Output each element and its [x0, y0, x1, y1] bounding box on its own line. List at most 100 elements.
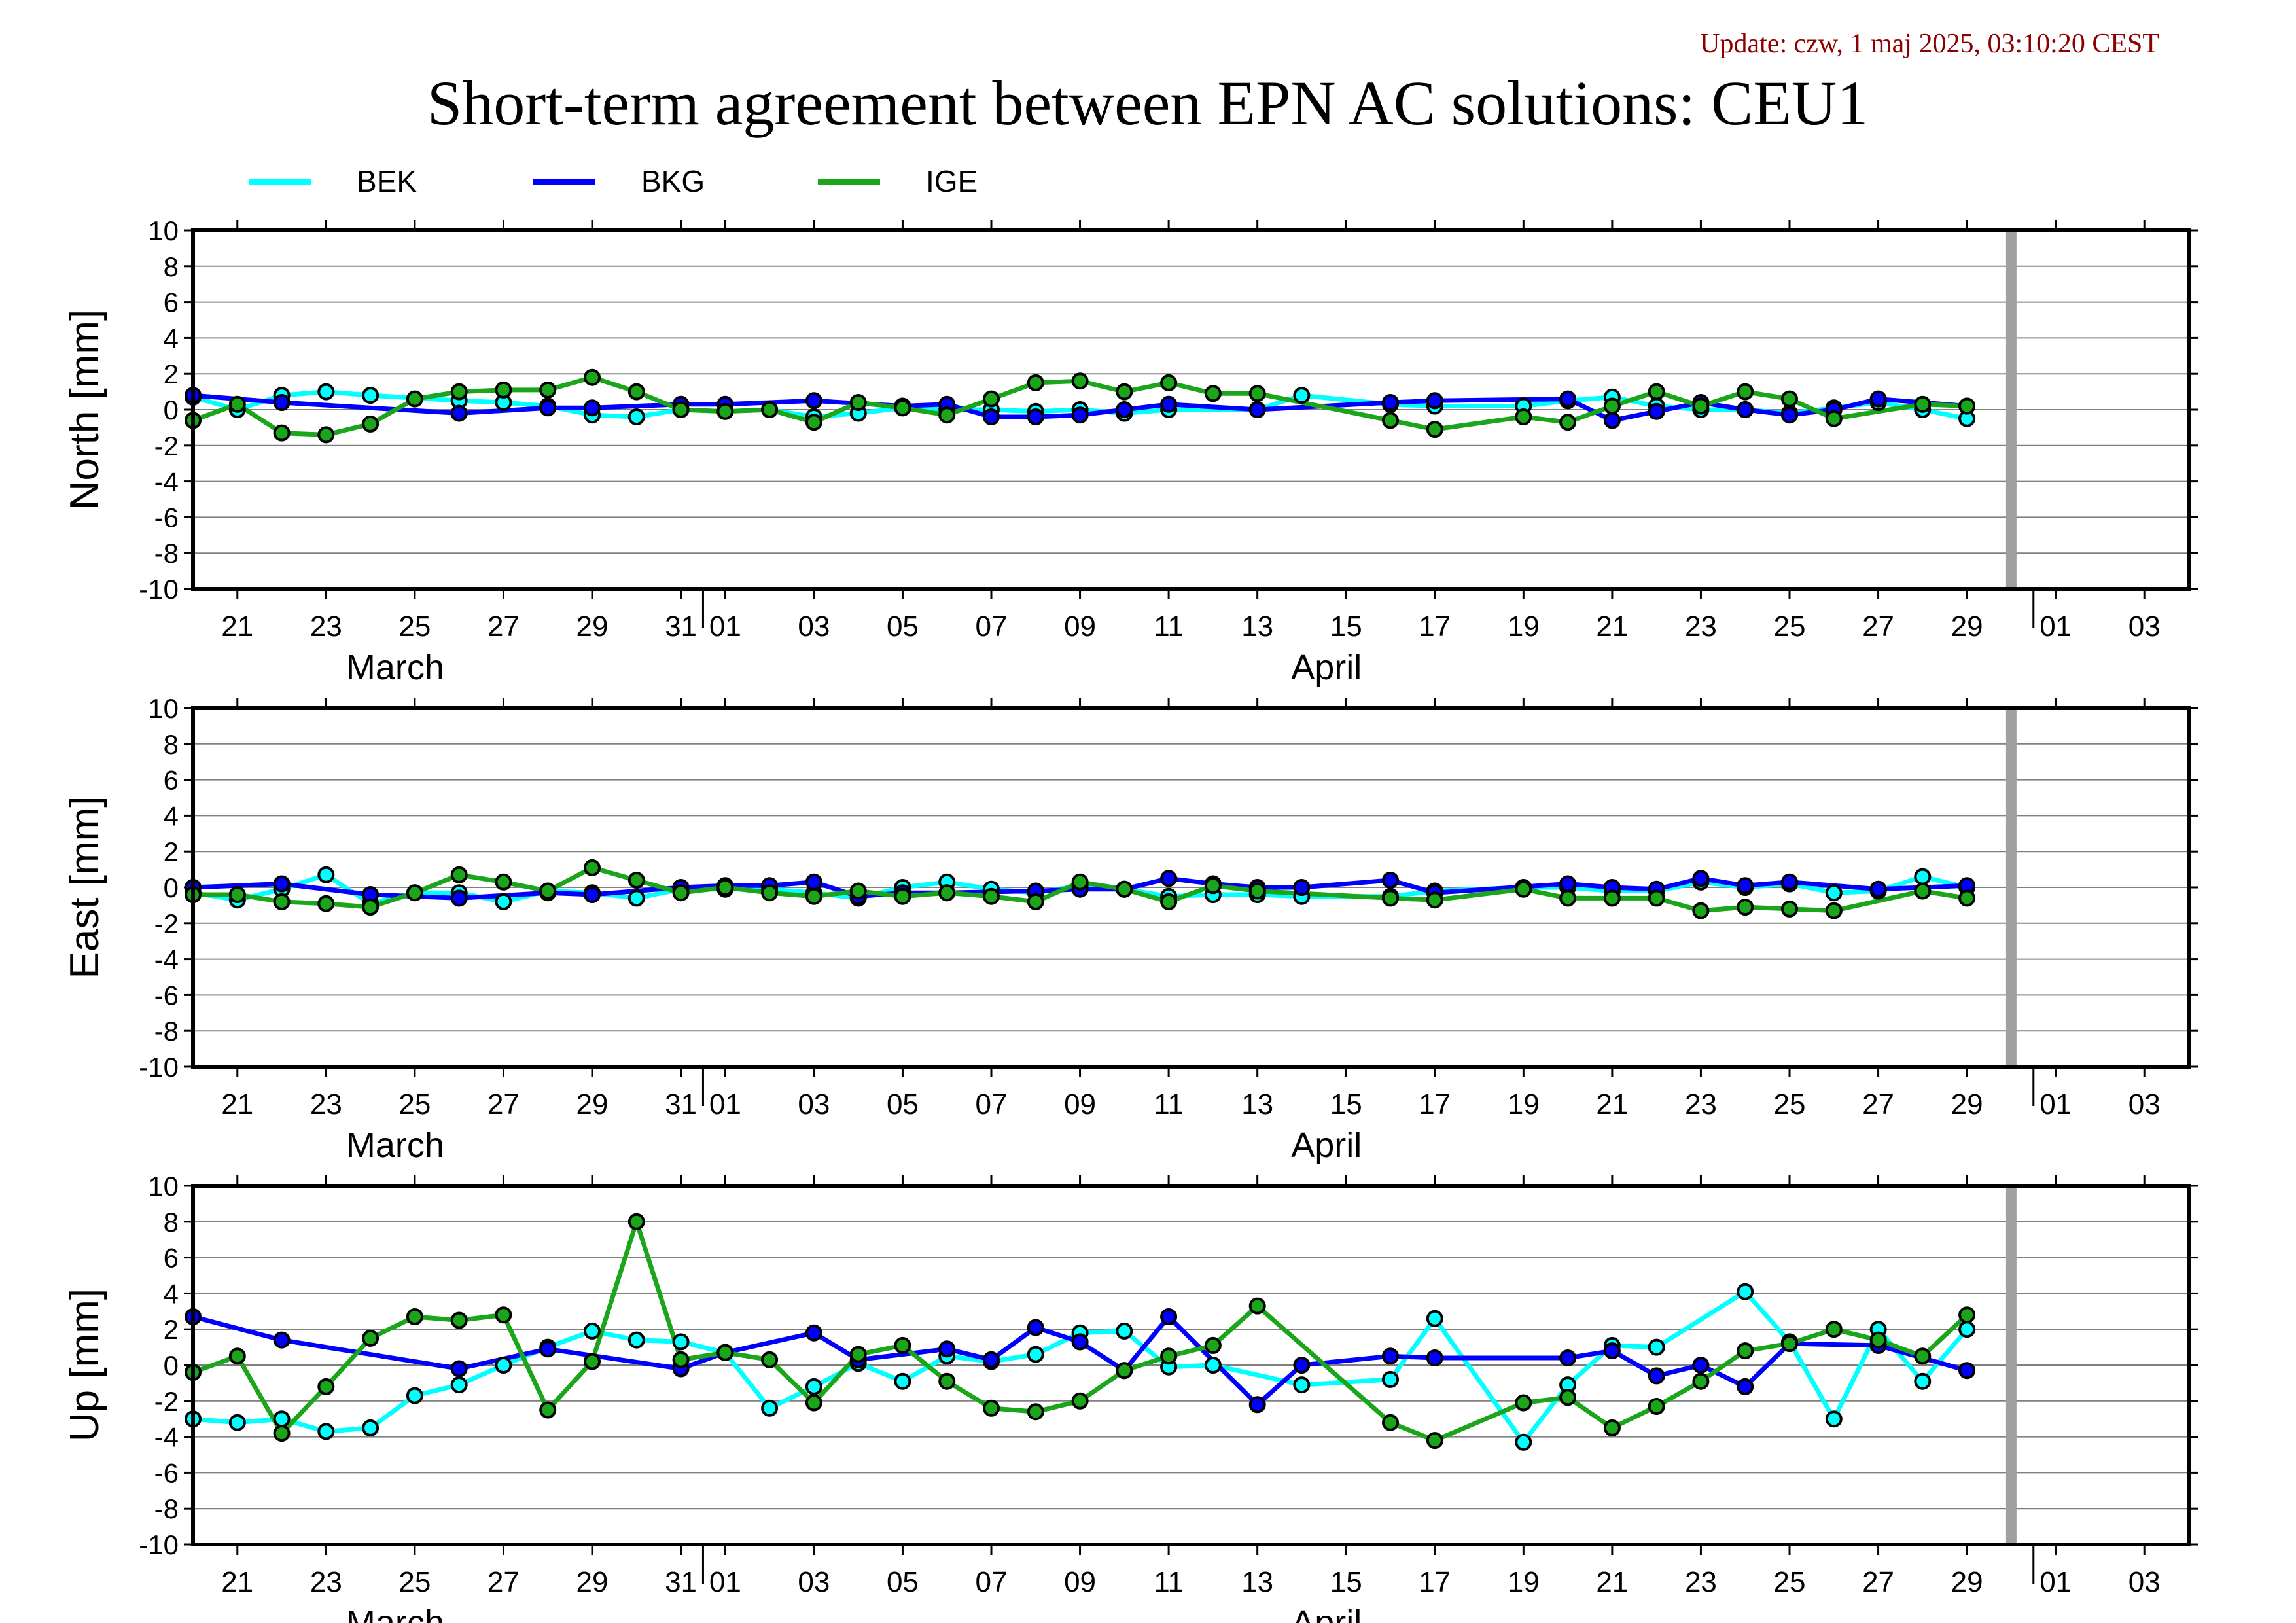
x-tick-label: 19 [1508, 1088, 1540, 1120]
data-point-ige [1559, 414, 1577, 431]
data-point-bkg [273, 394, 291, 411]
data-point-bkg [1648, 1367, 1665, 1385]
data-point-bkg [450, 889, 468, 907]
data-point-ige [584, 859, 601, 876]
data-point-ige [983, 887, 1000, 905]
data-point-ige [1160, 893, 1178, 910]
y-tick-label: 0 [164, 872, 179, 903]
x-tick-label: 05 [887, 1566, 919, 1598]
legend-label-ige: IGE [926, 164, 978, 198]
data-point-ige [406, 390, 423, 408]
data-point-bkg [1116, 401, 1133, 418]
data-point-bkg [1559, 390, 1577, 408]
data-point-bkg [1382, 394, 1399, 411]
data-point-bkg [450, 1360, 468, 1378]
data-point-bkg [1382, 1347, 1399, 1365]
y-tick-label: 0 [164, 1350, 179, 1381]
data-point-bkg [1692, 1357, 1710, 1374]
data-point-bkg [273, 1331, 291, 1349]
y-tick-label: -8 [154, 1016, 179, 1046]
data-point-bek [894, 1372, 911, 1390]
data-point-ige [273, 424, 291, 442]
data-point-bek [1648, 1338, 1665, 1356]
data-point-bkg [1160, 1308, 1178, 1325]
data-point-ige [805, 1394, 822, 1412]
data-point-ige [1426, 891, 1443, 909]
data-point-bkg [1293, 1357, 1311, 1374]
x-tick-label: 11 [1154, 1088, 1184, 1120]
x-tick-label: 25 [398, 1566, 431, 1598]
data-point-bek [627, 408, 645, 425]
data-point-ige [1204, 877, 1222, 895]
data-point-ige [495, 1306, 512, 1324]
data-point-ige [317, 426, 335, 444]
x-tick-label: 25 [1774, 1566, 1806, 1598]
y-tick-label: 2 [164, 836, 179, 867]
data-point-ige [672, 1351, 690, 1368]
x-tick-label: 13 [1241, 1088, 1273, 1120]
data-point-ige [362, 415, 380, 433]
x-tick-label: 21 [221, 611, 253, 643]
data-point-bek [1825, 1410, 1843, 1428]
data-point-ige [1958, 1306, 1976, 1324]
data-point-bkg [1426, 392, 1443, 410]
data-point-ige [805, 414, 822, 431]
data-point-bkg [1559, 1349, 1577, 1366]
y-axis-label: East [mm] [62, 796, 107, 978]
data-point-ige [849, 394, 867, 411]
data-point-ige [362, 1329, 380, 1347]
data-point-bkg [273, 875, 291, 893]
data-point-ige [584, 368, 601, 386]
data-point-bkg [1559, 875, 1577, 893]
x-tick-label: 23 [1685, 1088, 1717, 1120]
data-point-bkg [1382, 872, 1399, 889]
y-tick-label: -4 [154, 944, 179, 975]
month-label: April [1291, 1603, 1362, 1623]
data-point-bek [1825, 884, 1843, 902]
data-point-ige [1958, 889, 1976, 907]
data-point-bek [627, 889, 645, 907]
data-point-ige [627, 872, 645, 889]
data-point-ige [1559, 1389, 1577, 1406]
data-point-ige [539, 381, 557, 399]
month-label: April [1291, 1126, 1362, 1165]
panel-0: -10 -8 -6 -4 -2 0 2 4 6 8 10 21 23 25 27 29 31 01 03 05 07 09… [62, 215, 2198, 687]
data-point-ige [1692, 397, 1710, 415]
data-point-ige [1071, 1392, 1089, 1410]
x-tick-label: 29 [1951, 611, 1983, 643]
y-tick-label: -10 [139, 1529, 179, 1560]
x-tick-label: 27 [1862, 611, 1894, 643]
data-point-ige [1781, 390, 1798, 408]
data-point-ige [1426, 1432, 1443, 1450]
y-tick-label: 4 [164, 1278, 179, 1309]
x-tick-label: 01 [2040, 611, 2072, 643]
x-tick-label: 19 [1508, 1566, 1540, 1598]
data-point-ige [672, 884, 690, 902]
y-tick-label: 0 [164, 395, 179, 425]
x-tick-label: 21 [1596, 1088, 1628, 1120]
data-point-bkg [1737, 877, 1754, 895]
y-tick-label: 10 [148, 693, 179, 724]
data-point-bkg [539, 399, 557, 417]
data-point-bek [627, 1331, 645, 1349]
legend: BEK BKG IGE [249, 164, 978, 198]
data-point-ige [1648, 1398, 1665, 1415]
data-point-bek [228, 1414, 246, 1431]
data-point-bek [406, 1387, 423, 1404]
now-marker [2005, 708, 2017, 1067]
data-point-bek [1515, 1433, 1532, 1451]
data-point-bek [1293, 387, 1311, 404]
x-tick-label: 21 [1596, 1566, 1628, 1598]
data-point-ige [539, 882, 557, 900]
data-point-bek [1914, 868, 1932, 885]
y-tick-label: 10 [148, 1171, 179, 1202]
data-point-ige [228, 1347, 246, 1365]
x-tick-label: 01 [2040, 1088, 2072, 1120]
y-axis-label: North [mm] [62, 310, 107, 510]
data-point-ige [1914, 882, 1932, 900]
data-point-bkg [1737, 401, 1754, 418]
data-point-ige [1648, 889, 1665, 907]
legend-label-bek: BEK [357, 164, 417, 198]
x-tick-label: 29 [576, 1566, 609, 1598]
